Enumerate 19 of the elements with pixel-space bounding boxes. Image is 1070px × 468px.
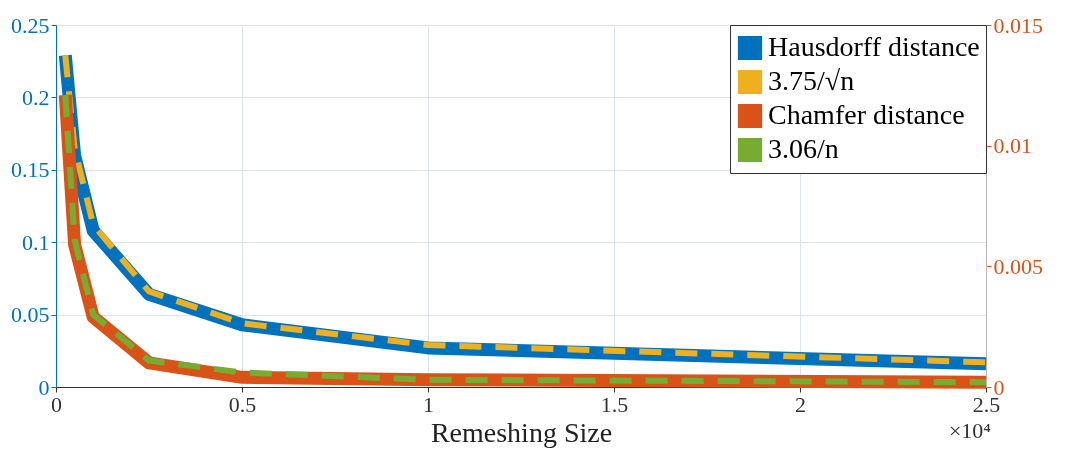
y-tick-label: 0.05 — [11, 302, 50, 328]
legend-label: 3.06/n — [768, 133, 839, 164]
x-tick-label: 1 — [423, 391, 434, 417]
y-tick-label: 0 — [38, 374, 50, 400]
y2-tick-label: 0.01 — [993, 133, 1032, 159]
y-tick-label: 0.25 — [11, 12, 50, 38]
y-tick-label: 0.2 — [22, 84, 50, 110]
x-tick-label: 1.5 — [600, 391, 629, 417]
legend-label: 3.75/√n — [768, 65, 855, 96]
text: ×10⁴ — [948, 418, 992, 443]
y-tick-label: 0.1 — [22, 229, 50, 255]
y2-tick-label: 0.015 — [993, 12, 1043, 38]
y-tick-label: 0.15 — [11, 157, 50, 183]
x-tick-label: 0.5 — [228, 391, 257, 417]
legend-label: Chamfer distance — [768, 99, 965, 130]
x-tick-label: 2 — [795, 391, 806, 417]
y2-tick-label: 0.005 — [993, 253, 1043, 279]
x-axis-title: Remeshing Size — [430, 416, 613, 448]
legend-label: Hausdorff distance — [768, 31, 980, 62]
